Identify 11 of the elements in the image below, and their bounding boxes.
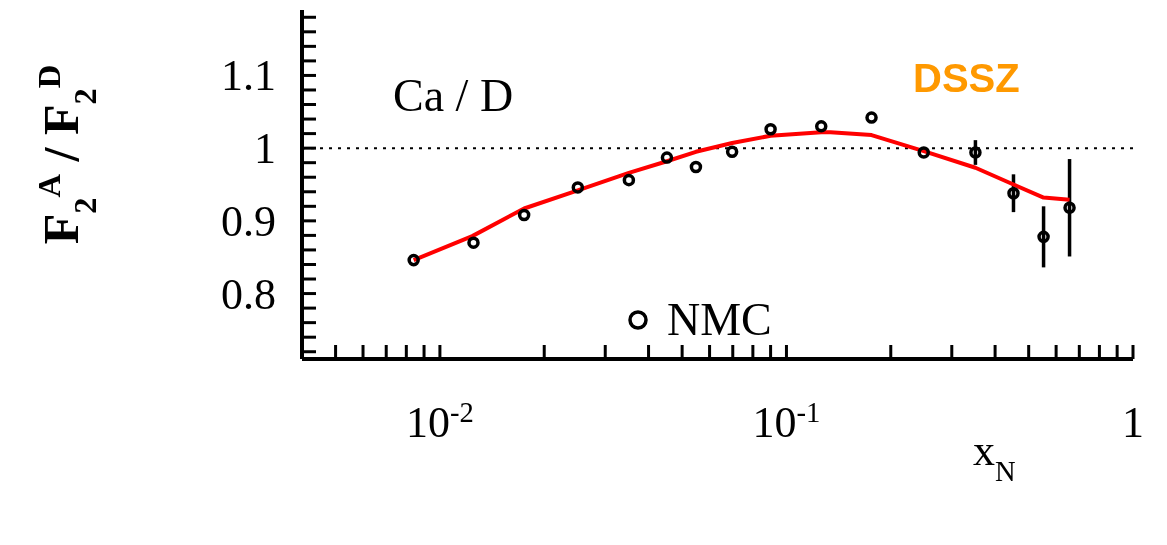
x-tick-label: 10$^{-2}$ (405, 396, 474, 447)
y-tick-label: 1 (254, 124, 276, 174)
annotation: DSSZ (913, 56, 1020, 101)
x-axis-title: x$_{N}$ (973, 426, 1016, 487)
x-tick-label: 1 (1122, 398, 1144, 447)
y-tick-label: 0.9 (221, 196, 276, 246)
y-tick-label: 0.8 (221, 269, 276, 319)
x-tick-label: 10$^{-1}$ (752, 396, 821, 447)
annotation: Ca / D (393, 69, 514, 122)
legend-label: NMC (667, 293, 772, 346)
y-tick-label: 1.1 (221, 51, 276, 101)
